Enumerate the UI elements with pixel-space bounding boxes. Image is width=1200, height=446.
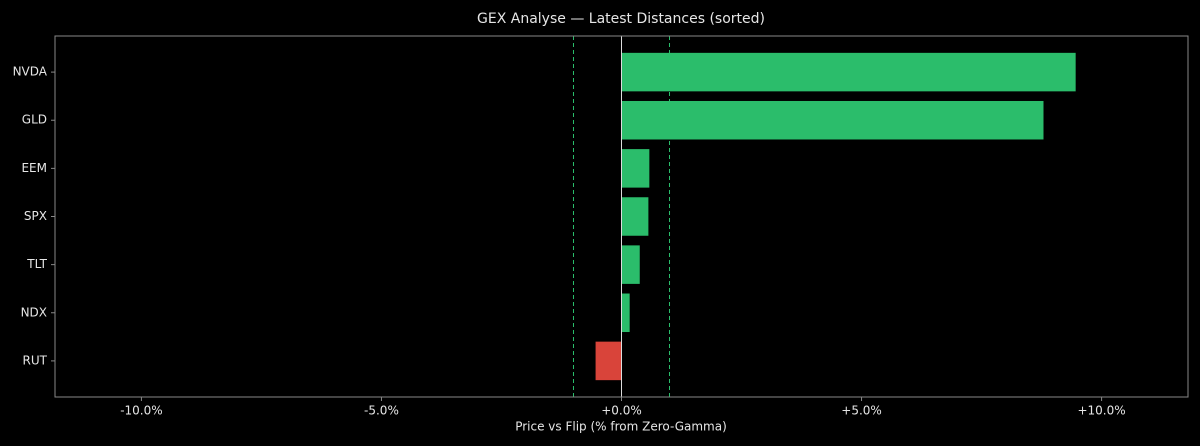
y-tick-label: NDX <box>21 305 47 319</box>
x-tick-label: +10.0% <box>1077 404 1125 418</box>
bar <box>621 149 650 188</box>
bar <box>621 197 649 236</box>
chart-title: GEX Analyse — Latest Distances (sorted) <box>477 11 765 27</box>
y-tick-label: GLD <box>22 113 47 127</box>
bar <box>621 293 630 333</box>
bar <box>621 245 640 284</box>
y-tick-label: NVDA <box>13 65 48 79</box>
x-tick-label: -10.0% <box>120 404 162 418</box>
bar <box>621 52 1076 92</box>
bar <box>595 341 622 381</box>
bar <box>621 100 1044 140</box>
y-tick-label: RUT <box>23 353 48 367</box>
x-tick-label: +5.0% <box>841 404 882 418</box>
plot-frame <box>54 35 1189 398</box>
x-tick-label: +0.0% <box>601 404 642 418</box>
x-axis-label: Price vs Flip (% from Zero-Gamma) <box>515 420 727 434</box>
x-tick-label: -5.0% <box>364 404 399 418</box>
y-tick-label: SPX <box>24 209 47 223</box>
y-tick-label: EEM <box>21 161 47 175</box>
y-tick-label: TLT <box>26 257 47 271</box>
